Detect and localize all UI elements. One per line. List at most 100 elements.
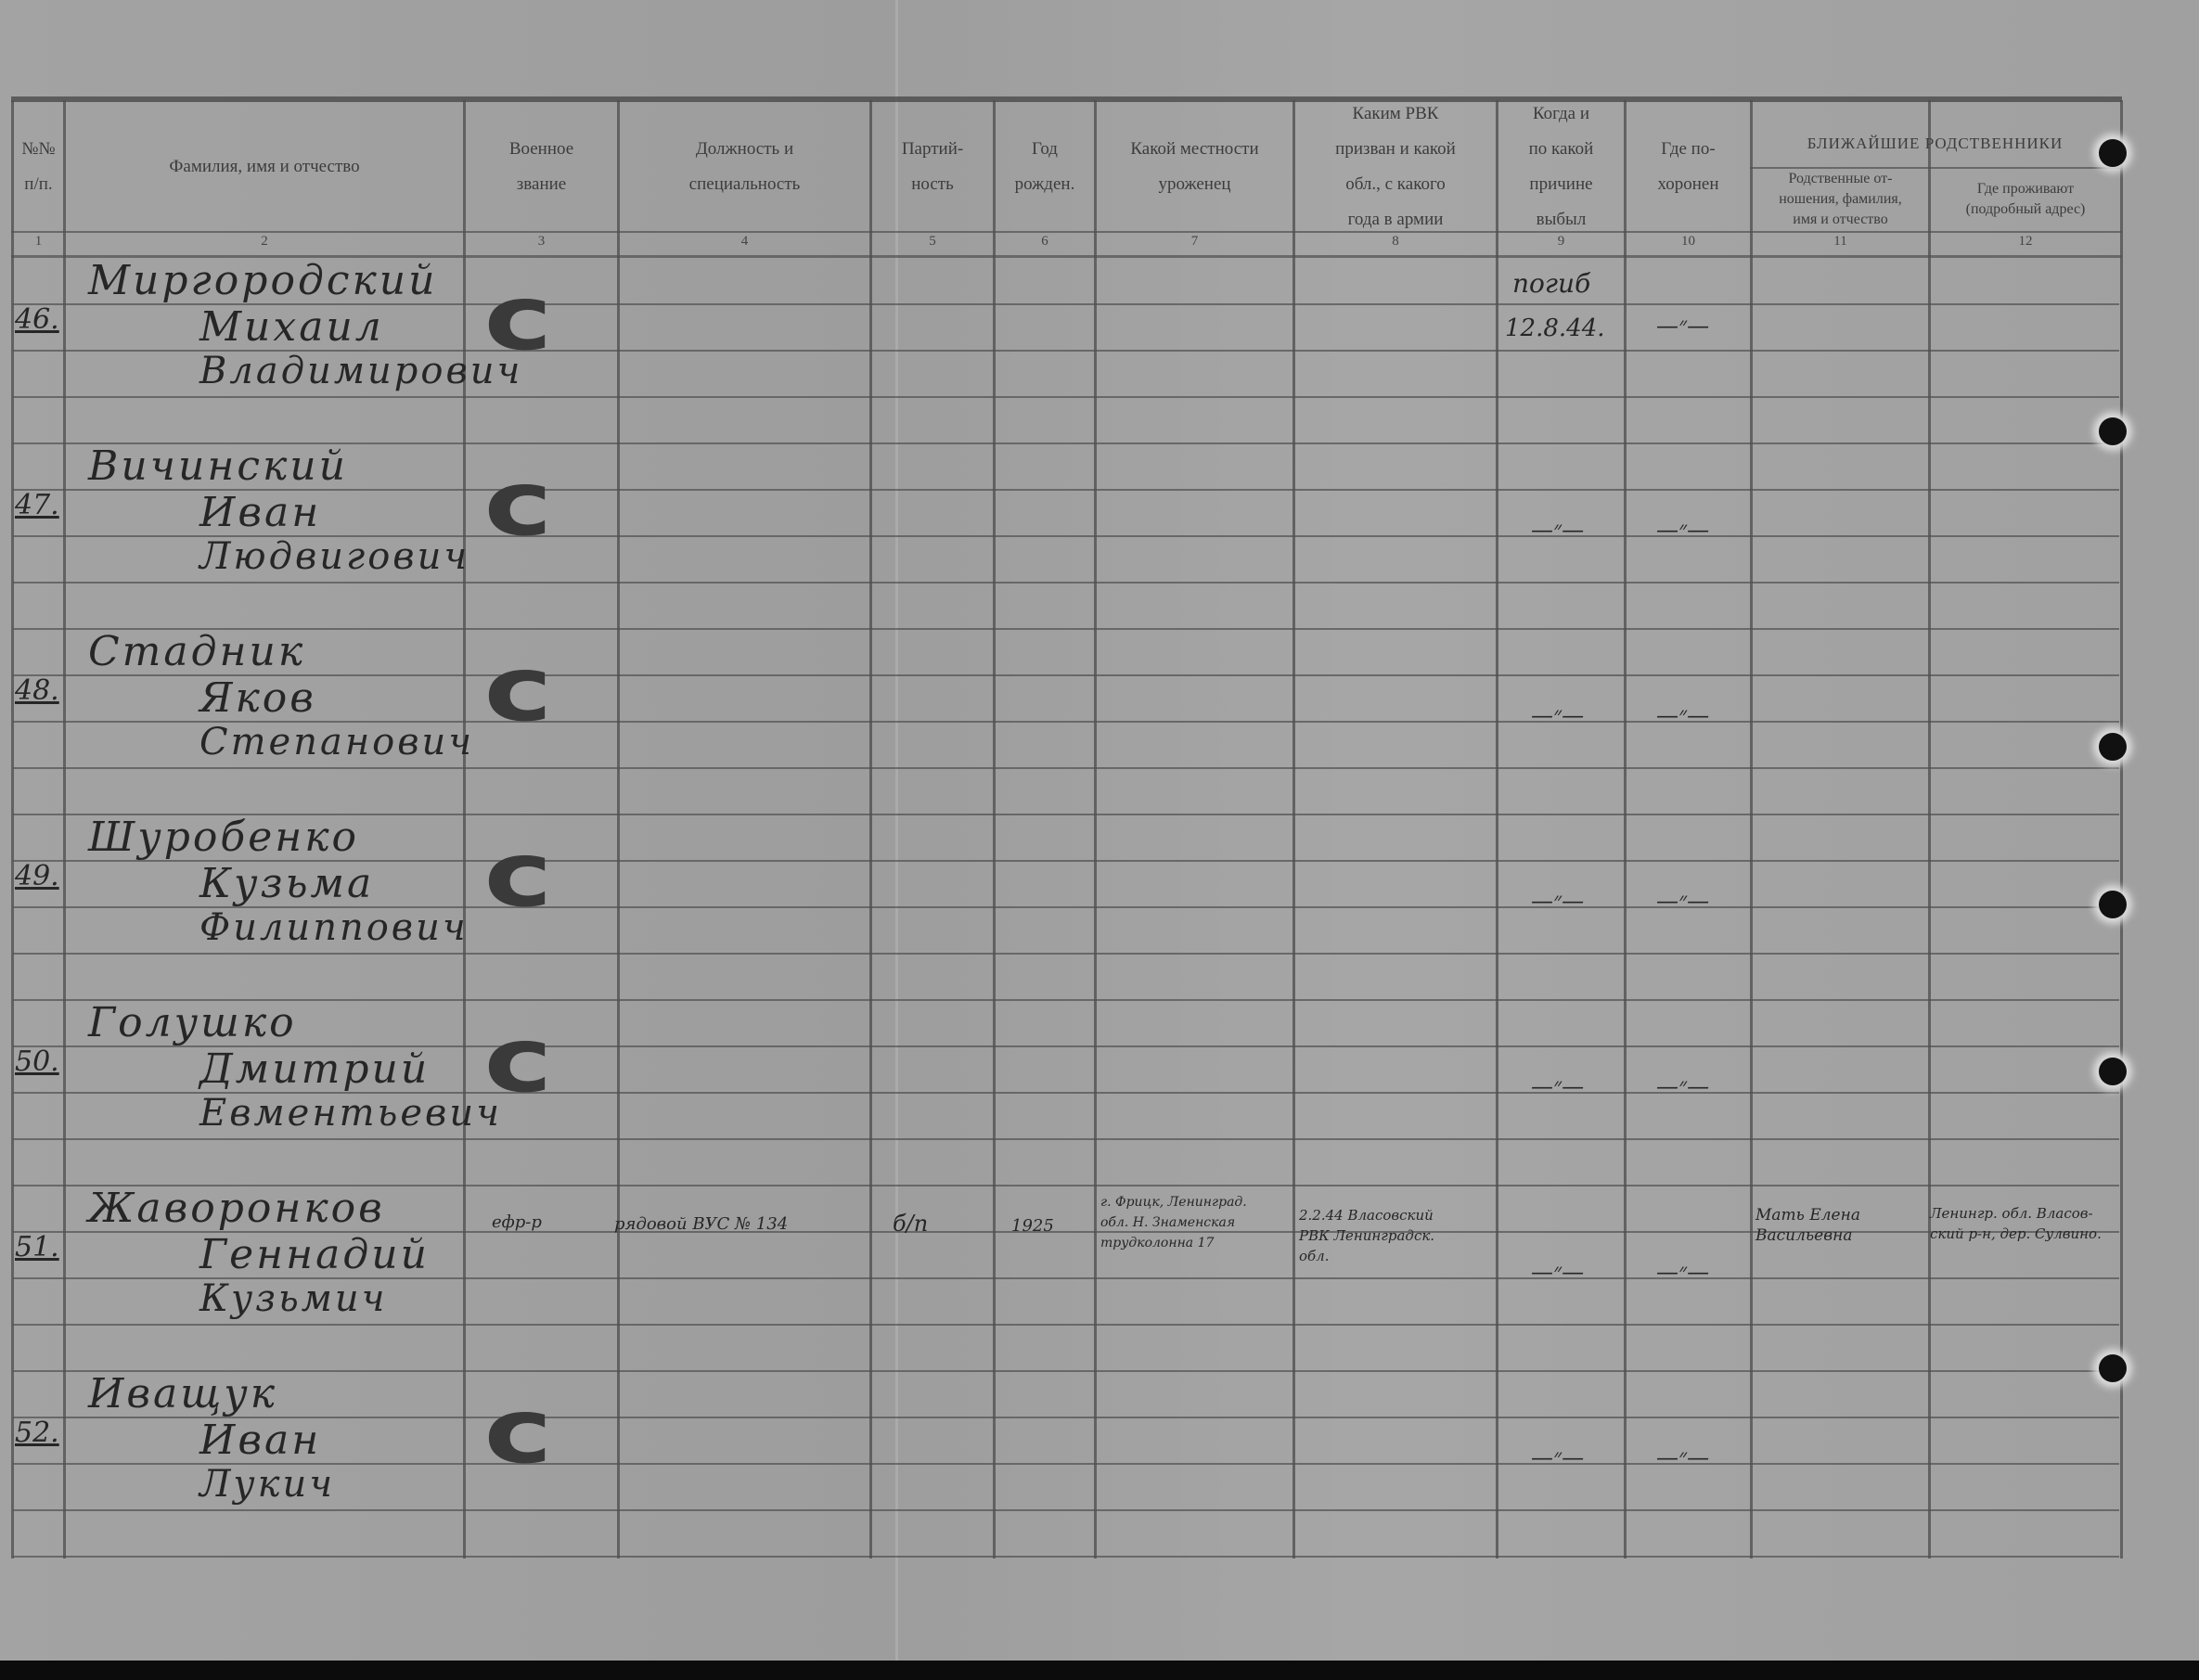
dropout-reason: —״— [1531, 888, 1585, 914]
ruled-line [13, 489, 2119, 491]
patronymic: Кузьмич [199, 1277, 388, 1320]
header-num-6: 6 [1041, 234, 1048, 249]
patronymic: Лукич [199, 1463, 336, 1506]
row-number: 46. [15, 303, 59, 336]
header-num-12: 12 [2018, 234, 2033, 249]
ruled-line [13, 1463, 2119, 1465]
ruled-line [13, 1045, 2119, 1047]
column-divider [993, 100, 996, 1558]
column-divider [463, 100, 466, 1558]
ruled-line [13, 1138, 2119, 1140]
row-number: 50. [15, 1045, 59, 1078]
punch-hole [2099, 417, 2127, 445]
row-number: 52. [15, 1417, 59, 1449]
ruled-line [13, 350, 2119, 352]
header-col-5: Партий- ность [901, 139, 964, 194]
row-number: 48. [15, 674, 59, 707]
dropout-reason: —״— [1531, 1259, 1585, 1285]
ruled-line [13, 1185, 2119, 1186]
dropout-reason: —״— [1531, 517, 1585, 543]
patronymic: Евментьевич [199, 1092, 502, 1135]
ruled-line [13, 721, 2119, 723]
header-divider [1750, 167, 2120, 169]
header-num-10: 10 [1681, 234, 1695, 249]
punch-hole [2099, 139, 2127, 167]
rank-mark: с [483, 266, 553, 370]
scan-edge [0, 1661, 2199, 1680]
column-divider [1750, 100, 1753, 1558]
relative-address: Ленингр. обл. Власов- ский р-н, дер. Сул… [1930, 1205, 2102, 1242]
ruled-line [13, 674, 2119, 676]
party: б/п [893, 1211, 929, 1237]
burial-place: —״— [1656, 1444, 1710, 1470]
fold-line [895, 0, 898, 1661]
dropout-date: 12.8.44. [1505, 314, 1605, 342]
surname: Миргородский [88, 257, 438, 304]
table-top-border [11, 96, 2122, 102]
patronymic: Владимирович [199, 350, 523, 392]
rank: ефр-р [492, 1212, 542, 1232]
column-divider [11, 100, 14, 1558]
birthplace: г. Фрицк, Ленинград. обл. Н. Знаменская … [1100, 1195, 1247, 1250]
surname: Вичинский [88, 442, 348, 490]
dropout-reason: —״— [1531, 1073, 1585, 1099]
ruled-line [13, 628, 2119, 630]
column-divider [1928, 100, 1931, 1558]
ruled-line [13, 1417, 2119, 1418]
surname: Иващук [88, 1370, 278, 1417]
ruled-line [13, 1092, 2119, 1094]
burial-place: —״— [1656, 1073, 1710, 1099]
column-divider [1624, 100, 1627, 1558]
ruled-line [13, 999, 2119, 1001]
rank-mark: с [483, 452, 553, 556]
column-divider [1292, 100, 1295, 1558]
dropout-reason: погиб [1512, 268, 1591, 299]
header-col-1: №№ п/п. [21, 139, 56, 194]
header-col-8: Каким РВК призван и какой обл., с какого… [1335, 104, 1456, 229]
burial-place: —״— [1656, 313, 1710, 339]
header-num-11: 11 [1833, 234, 1847, 249]
ruled-line [13, 906, 2119, 908]
ruled-line [13, 953, 2119, 955]
row-number: 51. [15, 1231, 59, 1263]
column-divider [1094, 100, 1097, 1558]
header-col-6: Год рожден. [1014, 139, 1075, 194]
header-num-1: 1 [34, 234, 43, 249]
dropout-reason: —״— [1531, 1444, 1585, 1470]
surname: Голушко [88, 999, 297, 1046]
header-col-9: Когда и по какой причине выбыл [1528, 104, 1594, 229]
ruled-line [13, 1556, 2119, 1558]
first-name: Иван [199, 1417, 322, 1464]
ruled-line [13, 535, 2119, 537]
ruled-line [13, 814, 2119, 815]
rank-mark: с [483, 1008, 553, 1112]
group-header-relatives: БЛИЖАЙШИЕ РОДСТВЕННИКИ [1807, 135, 2064, 152]
first-name: Геннадий [199, 1231, 430, 1278]
burial-place: —״— [1656, 517, 1710, 543]
surname: Шуробенко [88, 814, 360, 861]
header-col-10: Где по- хоронен [1657, 139, 1719, 194]
ruled-line [13, 396, 2119, 398]
surname: Жаворонков [88, 1185, 385, 1232]
ruled-line [13, 442, 2119, 444]
header-num-8: 8 [1392, 234, 1399, 249]
first-name: Михаил [199, 303, 384, 351]
first-name: Яков [199, 674, 316, 722]
header-divider [11, 255, 2122, 258]
punch-hole [2099, 733, 2127, 761]
ruled-line [13, 303, 2119, 305]
ruled-line [13, 1370, 2119, 1372]
header-num-3: 3 [537, 234, 546, 249]
rank-mark: с [483, 637, 553, 741]
header-num-5: 5 [929, 234, 936, 249]
first-name: Иван [199, 489, 322, 536]
row-number: 49. [15, 860, 59, 892]
header-num-4: 4 [740, 234, 749, 249]
conscription-office: 2.2.44 Власовский РВК Ленинградск. обл. [1299, 1207, 1435, 1264]
header-divider [11, 231, 2122, 233]
patronymic: Людвигович [199, 535, 470, 578]
rank-mark: с [483, 1379, 553, 1483]
surname: Стадник [88, 628, 306, 675]
column-divider [2120, 100, 2123, 1558]
